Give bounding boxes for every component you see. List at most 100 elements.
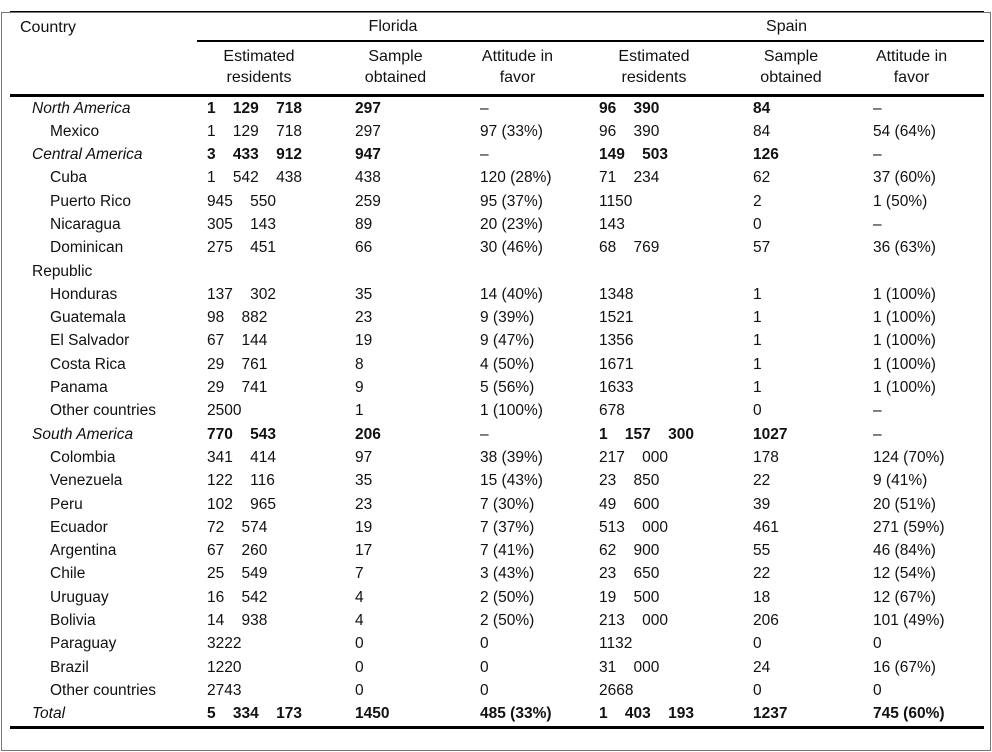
cell-sp-est: 1671 <box>599 355 634 373</box>
cell-sp-est: 213 000 <box>599 612 669 630</box>
cell-sp-est: 62 900 <box>599 542 660 560</box>
row-label: Chile <box>50 565 86 583</box>
cell-sp-att: 1 (100%) <box>873 309 936 327</box>
table-row: Cuba 1 542 438 438 120 (28%) 71 234 62 37 (60%… <box>10 166 984 189</box>
cell-fl-est: 67 144 <box>207 332 268 350</box>
cell-fl-est: 1 542 438 <box>207 169 302 187</box>
cell-fl-att: 485 (33%) <box>480 705 552 723</box>
cell-sp-est: 1132 <box>599 635 633 653</box>
row-label: Costa Rica <box>50 355 126 373</box>
cell-fl-est: 67 260 <box>207 542 268 560</box>
table-row: Argentina 67 260 17 7 (41%) 62 900 55 46 (84%) <box>10 539 984 562</box>
cell-fl-att: – <box>480 146 489 164</box>
table-row: Paraguay 3222 0 0 1132 0 0 <box>10 632 984 655</box>
row-label: Brazil <box>50 658 89 676</box>
cell-sp-att: 9 (41%) <box>873 472 928 490</box>
table-row: South America 770 543 206 – 1 157 300 1027 – <box>10 423 984 446</box>
cell-fl-est: 98 882 <box>207 309 268 327</box>
cell-fl-sample: 438 <box>355 169 381 187</box>
row-label: Panama <box>50 379 108 397</box>
cell-sp-att: 124 (70%) <box>873 448 945 466</box>
row-label: Venezuela <box>50 472 123 490</box>
cell-sp-att: 37 (60%) <box>873 169 936 187</box>
row-label: Colombia <box>50 448 116 466</box>
cell-sp-sample: 1237 <box>753 705 788 723</box>
table-row: Total 5 334 173 1450 485 (33%) 1 403 193 1237… <box>10 702 984 727</box>
table-row: North America 1 129 718 297 – 96 390 84 – <box>10 95 984 120</box>
cell-sp-est: 1 403 193 <box>599 705 694 723</box>
cell-fl-att: 0 <box>480 681 489 699</box>
cell-sp-att: 101 (49%) <box>873 612 945 630</box>
column-header-florida-attitude-in-favor: Attitude in favor <box>470 41 589 95</box>
row-label: Dominican Republic <box>10 236 197 283</box>
cell-sp-sample: 126 <box>753 146 779 164</box>
cell-fl-est: 1 129 718 <box>207 99 302 117</box>
row-label: Total <box>32 705 66 723</box>
cell-fl-est: 122 116 <box>207 472 275 490</box>
header-row-regions: Country Florida Spain <box>10 12 985 42</box>
row-label: Central America <box>32 146 143 164</box>
table-row: El Salvador 67 144 19 9 (47%) 1356 1 1 (100%) <box>10 329 984 352</box>
header-line: Attitude in <box>875 47 948 65</box>
cell-sp-est: 2668 <box>599 681 634 699</box>
cell-fl-est: 102 965 <box>207 495 277 513</box>
cell-fl-sample: 19 <box>355 332 373 350</box>
cell-sp-att: 12 (54%) <box>873 565 936 583</box>
header-line: residents <box>226 68 292 86</box>
cell-fl-est: 29 761 <box>207 355 268 373</box>
column-header-country: Country <box>20 19 77 36</box>
header-line: favor <box>893 68 930 86</box>
row-label: Ecuador <box>50 518 108 536</box>
cell-sp-att: 0 <box>873 635 882 653</box>
cell-sp-est: 23 850 <box>599 472 660 490</box>
cell-fl-att: 38 (39%) <box>480 448 543 466</box>
table-row: Central America 3 433 912 947 – 149 503 126 – <box>10 143 984 166</box>
column-header-florida-sample-obtained: Sample obtained <box>345 41 470 95</box>
cell-sp-est: 143 <box>599 215 625 233</box>
cell-fl-att: 0 <box>480 635 489 653</box>
cell-fl-att: 0 <box>480 658 489 676</box>
table-row: Panama 29 741 9 5 (56%) 1633 1 1 (100%) <box>10 376 984 399</box>
cell-fl-sample: 0 <box>355 681 364 699</box>
row-label-line: Dominican <box>50 239 124 257</box>
cell-sp-sample: 0 <box>753 402 762 420</box>
cell-sp-att: 20 (51%) <box>873 495 936 513</box>
cell-sp-sample: 1 <box>753 309 762 327</box>
cell-sp-est: 23 650 <box>599 565 660 583</box>
column-header-florida: Florida <box>197 12 589 42</box>
cell-sp-est: 71 234 <box>599 169 660 187</box>
cell-sp-att: – <box>873 215 882 233</box>
table-row: Uruguay 16 542 4 2 (50%) 19 500 18 12 (67%) <box>10 586 984 609</box>
cell-fl-sample: 97 <box>355 448 373 466</box>
column-header-spain: Spain <box>589 12 985 42</box>
row-label: Puerto Rico <box>50 192 131 210</box>
cell-fl-att: 5 (56%) <box>480 379 535 397</box>
table-row: Ecuador 72 574 19 7 (37%) 513 000 461 271 (59%… <box>10 516 984 539</box>
cell-fl-att: – <box>480 425 489 443</box>
cell-sp-att: 54 (64%) <box>873 122 936 140</box>
cell-sp-sample: 55 <box>753 542 771 560</box>
header-line: obtained <box>760 68 822 86</box>
table-row: Venezuela 122 116 35 15 (43%) 23 850 22 9 (41%… <box>10 469 984 492</box>
cell-sp-att: 1 (50%) <box>873 192 928 210</box>
cell-fl-att: 9 (47%) <box>480 332 535 350</box>
row-label: Cuba <box>50 169 88 187</box>
table-row: Colombia 341 414 97 38 (39%) 217 000 178 124 (… <box>10 446 984 469</box>
cell-fl-sample: 4 <box>355 588 364 606</box>
row-label: Argentina <box>50 542 117 560</box>
cell-fl-att: 4 (50%) <box>480 355 535 373</box>
cell-sp-sample: 22 <box>753 565 771 583</box>
cell-fl-att: 7 (30%) <box>480 495 535 513</box>
cell-sp-sample: 206 <box>753 612 779 630</box>
cell-sp-est: 217 000 <box>599 448 669 466</box>
row-label: Peru <box>50 495 83 513</box>
cell-sp-att: 271 (59%) <box>873 518 945 536</box>
cell-fl-est: 72 574 <box>207 518 268 536</box>
cell-sp-sample: 24 <box>753 658 771 676</box>
cell-fl-att: 2 (50%) <box>480 612 535 630</box>
row-label: North America <box>32 99 131 117</box>
cell-sp-att: – <box>873 402 882 420</box>
cell-sp-sample: 1027 <box>753 425 788 443</box>
cell-sp-sample: 57 <box>753 239 771 257</box>
cell-fl-sample: 297 <box>355 122 381 140</box>
